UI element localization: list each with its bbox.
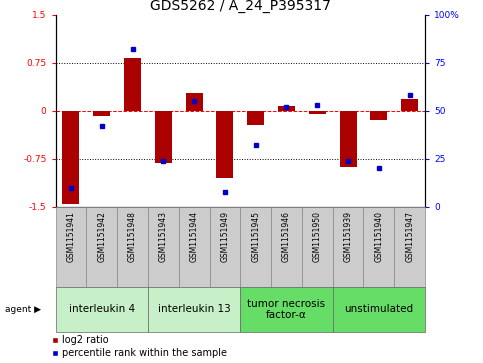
Bar	[124, 58, 141, 111]
Bar	[240, 207, 271, 287]
Bar	[333, 287, 425, 332]
Bar	[364, 207, 394, 287]
Bar	[247, 111, 264, 125]
Text: GSM1151947: GSM1151947	[405, 211, 414, 262]
Bar	[271, 207, 302, 287]
Bar	[216, 111, 233, 178]
Bar	[401, 99, 418, 111]
Text: unstimulated: unstimulated	[344, 305, 413, 314]
Bar	[278, 106, 295, 111]
Text: GSM1151944: GSM1151944	[190, 211, 199, 262]
Bar	[309, 111, 326, 114]
Bar	[302, 207, 333, 287]
Bar	[370, 111, 387, 120]
Bar	[210, 207, 240, 287]
Text: GSM1151945: GSM1151945	[251, 211, 260, 262]
Bar	[148, 207, 179, 287]
Bar	[86, 207, 117, 287]
Bar	[179, 207, 210, 287]
Bar	[56, 287, 148, 332]
Bar	[185, 93, 202, 111]
Text: GSM1151950: GSM1151950	[313, 211, 322, 262]
Bar	[117, 207, 148, 287]
Title: GDS5262 / A_24_P395317: GDS5262 / A_24_P395317	[150, 0, 331, 13]
Text: GSM1151942: GSM1151942	[97, 211, 106, 262]
Bar	[155, 111, 172, 163]
Bar	[93, 111, 110, 116]
Text: agent ▶: agent ▶	[5, 305, 41, 314]
Bar	[240, 287, 333, 332]
Text: tumor necrosis
factor-α: tumor necrosis factor-α	[247, 299, 326, 320]
Bar	[394, 207, 425, 287]
Text: GSM1151943: GSM1151943	[159, 211, 168, 262]
Text: GSM1151939: GSM1151939	[343, 211, 353, 262]
Text: GSM1151940: GSM1151940	[374, 211, 384, 262]
Text: GSM1151948: GSM1151948	[128, 211, 137, 262]
Text: interleukin 13: interleukin 13	[158, 305, 230, 314]
Bar	[62, 111, 79, 204]
Bar	[56, 207, 86, 287]
Legend: log2 ratio, percentile rank within the sample: log2 ratio, percentile rank within the s…	[51, 335, 227, 358]
Text: interleukin 4: interleukin 4	[69, 305, 135, 314]
Text: GSM1151946: GSM1151946	[282, 211, 291, 262]
Text: GSM1151949: GSM1151949	[220, 211, 229, 262]
Text: GSM1151941: GSM1151941	[67, 211, 75, 262]
Bar	[340, 111, 356, 167]
Bar	[333, 207, 364, 287]
Bar	[148, 287, 241, 332]
